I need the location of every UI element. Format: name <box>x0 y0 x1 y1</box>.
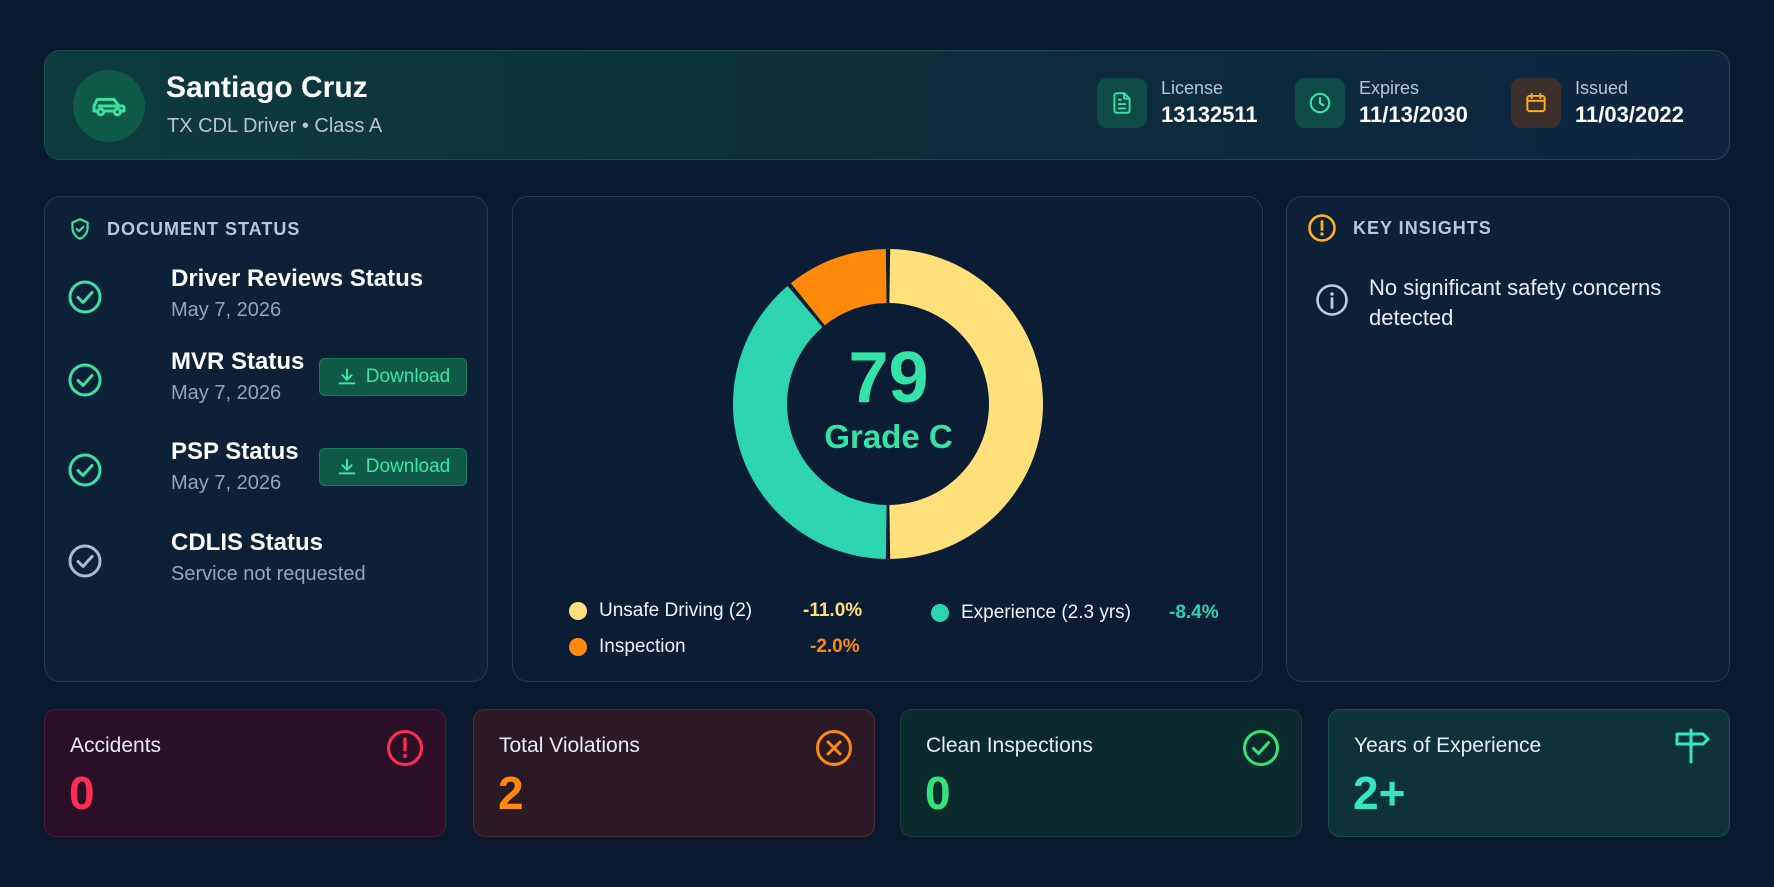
mvr-download-button[interactable]: Download <box>319 358 467 396</box>
driver-name: Santiago Cruz <box>166 71 368 104</box>
check-circle-icon <box>68 363 102 397</box>
insight-text: No significant safety concerns detected <box>1369 275 1662 330</box>
legend-change-unsafe-driving: -11.0% <box>803 600 863 621</box>
score-grade: Grade C <box>824 418 953 455</box>
avatar <box>73 70 145 142</box>
years-experience-card: Years of Experience 2+ <box>1328 709 1730 837</box>
check-circle-icon <box>68 280 102 314</box>
violations-label: Total Violations <box>499 734 640 757</box>
issued-info: Issued 11/03/2022 <box>1511 78 1684 128</box>
document-status-card: DOCUMENT STATUS Driver Reviews Status Ma… <box>44 196 488 682</box>
accidents-label: Accidents <box>70 734 162 757</box>
license-label: License <box>1161 78 1224 98</box>
expires-value: 11/13/2030 <box>1359 102 1468 127</box>
x-circle-icon <box>816 730 852 766</box>
violations-value: 2 <box>498 767 524 819</box>
legend-dot <box>569 638 587 656</box>
legend-dot <box>569 602 587 620</box>
doc-item-title: MVR Status <box>171 348 305 375</box>
donut-segment-experience <box>733 285 887 559</box>
accidents-value: 0 <box>69 767 95 819</box>
clock-icon <box>1295 78 1345 128</box>
inspections-value: 0 <box>925 767 951 819</box>
calendar-icon <box>1511 78 1561 128</box>
total-violations-card: Total Violations 2 <box>473 709 875 837</box>
issued-label: Issued <box>1575 78 1629 98</box>
license-info: License 13132511 <box>1097 78 1258 128</box>
experience-label: Years of Experience <box>1354 734 1542 757</box>
donut-segment-inspection <box>790 249 887 326</box>
download-icon <box>338 458 356 475</box>
info-icon <box>1316 284 1348 316</box>
doc-item-title: Driver Reviews Status <box>171 265 424 292</box>
legend-unsafe-driving: Unsafe Driving (2) <box>569 600 752 622</box>
check-circle-icon <box>1243 730 1279 766</box>
signpost-icon <box>1675 728 1710 764</box>
accidents-card: Accidents 0 <box>44 709 446 837</box>
document-icon <box>1097 78 1147 128</box>
doc-item-status: Service not requested <box>171 563 366 585</box>
issued-value: 11/03/2022 <box>1575 102 1684 127</box>
alert-circle-icon <box>1308 214 1336 242</box>
legend-dot <box>931 604 949 622</box>
legend-experience: Experience (2.3 yrs) <box>931 602 1131 624</box>
driver-header: Santiago Cruz TX CDL Driver • Class A Li… <box>44 50 1730 160</box>
car-icon <box>92 97 126 117</box>
check-circle-muted-icon <box>68 544 102 578</box>
score-value: 79 <box>848 338 929 418</box>
shield-check-icon <box>71 218 89 240</box>
psp-download-button[interactable]: Download <box>319 448 467 486</box>
safety-score-card: 79 Grade C Unsafe Driving (2) -11.0% Ins… <box>512 196 1263 682</box>
donut-segment-unsafe-driving <box>889 249 1043 559</box>
key-insights-title: KEY INSIGHTS <box>1307 213 1492 243</box>
doc-item-title: CDLIS Status <box>171 529 324 556</box>
safety-score-donut <box>733 249 1043 559</box>
experience-value: 2+ <box>1353 767 1406 819</box>
alert-circle-icon <box>387 730 423 766</box>
legend-inspection: Inspection <box>569 636 686 658</box>
download-icon <box>338 368 356 385</box>
legend-change-experience: -8.4% <box>1169 602 1219 623</box>
legend-change-inspection: -2.0% <box>810 636 860 657</box>
key-insights-card: KEY INSIGHTS No significant safety conce… <box>1286 196 1730 682</box>
expires-label: Expires <box>1359 78 1420 98</box>
doc-item-date: May 7, 2026 <box>171 472 282 494</box>
inspections-label: Clean Inspections <box>926 734 1093 757</box>
doc-item-date: May 7, 2026 <box>171 299 282 321</box>
doc-item-title: PSP Status <box>171 438 299 465</box>
license-value: 13132511 <box>1161 102 1258 127</box>
document-status-title: DOCUMENT STATUS <box>67 215 300 243</box>
check-circle-icon <box>68 453 102 487</box>
driver-subtitle: TX CDL Driver • Class A <box>167 115 383 137</box>
clean-inspections-card: Clean Inspections 0 <box>900 709 1302 837</box>
doc-item-date: May 7, 2026 <box>171 382 282 404</box>
expires-info: Expires 11/13/2030 <box>1295 78 1468 128</box>
